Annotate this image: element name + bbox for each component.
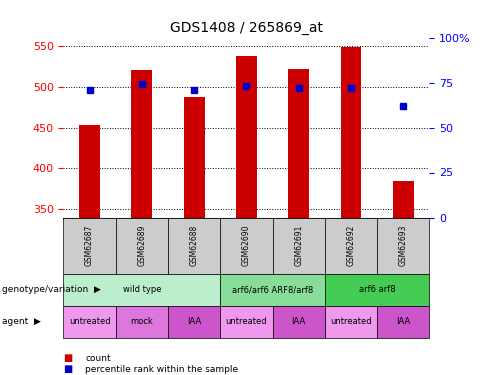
Text: untreated: untreated <box>225 317 267 326</box>
Bar <box>79 125 100 217</box>
Title: GDS1408 / 265869_at: GDS1408 / 265869_at <box>170 21 323 35</box>
Text: GSM62691: GSM62691 <box>294 225 303 266</box>
Text: GSM62687: GSM62687 <box>85 225 94 266</box>
Bar <box>183 97 204 218</box>
Text: GSM62693: GSM62693 <box>399 225 408 266</box>
Bar <box>236 56 257 217</box>
Text: wild type: wild type <box>122 285 161 294</box>
Text: GSM62690: GSM62690 <box>242 225 251 266</box>
Text: ■: ■ <box>63 353 73 363</box>
Text: agent  ▶: agent ▶ <box>2 317 41 326</box>
Text: genotype/variation  ▶: genotype/variation ▶ <box>2 285 102 294</box>
Text: GSM62689: GSM62689 <box>137 225 146 266</box>
Text: count: count <box>85 354 111 363</box>
Text: IAA: IAA <box>292 317 306 326</box>
Text: arf6/arf6 ARF8/arf8: arf6/arf6 ARF8/arf8 <box>232 285 313 294</box>
Text: IAA: IAA <box>187 317 201 326</box>
Bar <box>288 69 309 218</box>
Text: untreated: untreated <box>330 317 372 326</box>
Text: mock: mock <box>130 317 153 326</box>
Bar <box>341 46 362 217</box>
Bar <box>393 181 414 218</box>
Text: arf6 arf8: arf6 arf8 <box>359 285 395 294</box>
Text: IAA: IAA <box>396 317 410 326</box>
Text: GSM62692: GSM62692 <box>346 225 356 266</box>
Text: untreated: untreated <box>69 317 110 326</box>
Text: GSM62688: GSM62688 <box>190 225 199 266</box>
Text: ■: ■ <box>63 364 73 374</box>
Bar <box>131 70 152 217</box>
Text: percentile rank within the sample: percentile rank within the sample <box>85 365 239 374</box>
